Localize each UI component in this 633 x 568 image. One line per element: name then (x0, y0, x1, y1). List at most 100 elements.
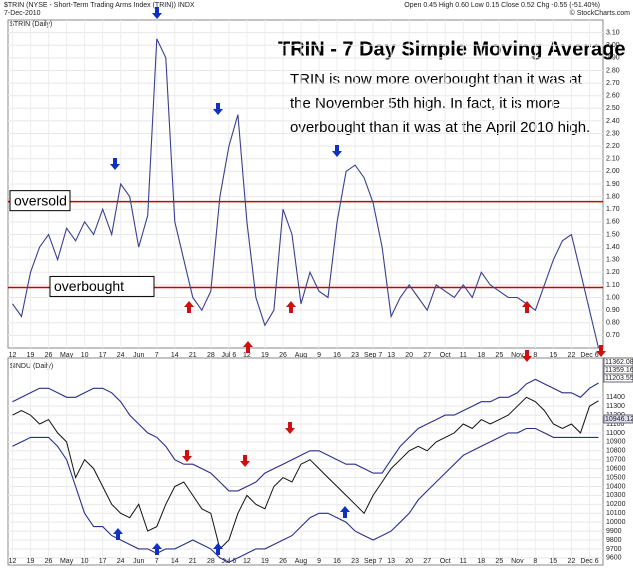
arrow (113, 528, 123, 540)
y-tick-label: 10200 (606, 501, 626, 508)
x-tick-label: 15 (550, 352, 558, 359)
panel-title: $INDU (Daily) (10, 363, 53, 370)
x-tick-label: 19 (261, 352, 269, 359)
y-tick-label: 2.70 (606, 80, 620, 87)
arrow (240, 455, 250, 467)
y-tick-label: 1.30 (606, 257, 620, 264)
x-tick-label: Oct (440, 352, 451, 359)
panel-title: $TRIN (Daily) (10, 21, 52, 28)
x-tick-label: Dec 6 (580, 352, 598, 359)
plot-area (7, 357, 604, 566)
x-tick-label: 21 (189, 558, 197, 565)
arrow (184, 301, 194, 313)
y-tick-label: 1.40 (606, 244, 620, 251)
source: © StockCharts.com (570, 9, 631, 17)
y-tick-label: 3.00 (606, 42, 620, 49)
y-tick-label: 10000 (606, 519, 626, 526)
x-tick-label: 27 (423, 558, 431, 565)
x-tick-label: 26 (45, 352, 53, 359)
y-tick-label: 10900 (606, 439, 626, 446)
x-tick-label: 23 (351, 558, 359, 565)
y-tick-label: 1.00 (606, 294, 620, 301)
price-label-box (603, 373, 633, 383)
x-tick-label: Sep 7 (364, 558, 382, 565)
note-line: overbought than it was at the April 2010… (290, 119, 590, 136)
y-tick-label: 2.00 (606, 168, 620, 175)
x-tick-label: 13 (387, 558, 395, 565)
x-tick-label: Aug (295, 558, 308, 565)
x-tick-label: 19 (27, 558, 35, 565)
level-label: overbought (54, 278, 124, 294)
y-tick-label: 2.60 (606, 93, 620, 100)
y-tick-label: 2.80 (606, 67, 620, 74)
arrow (243, 341, 253, 353)
x-tick-label: Sep 7 (364, 352, 382, 359)
arrow (182, 450, 192, 462)
x-tick-label: 15 (550, 558, 558, 565)
x-tick-label: 11 (460, 558, 467, 565)
x-tick-label: 27 (423, 352, 431, 359)
y-tick-label: 11100 (606, 421, 625, 428)
x-tick-label: 28 (207, 352, 215, 359)
x-tick-label: 19 (27, 352, 35, 359)
price-label: 11359.16 (605, 367, 633, 374)
y-tick-label: 2.90 (606, 55, 620, 62)
x-tick-label: 12 (243, 558, 251, 565)
series-line (12, 427, 599, 563)
series-line (12, 396, 599, 550)
x-tick-label: 9 (317, 352, 321, 359)
y-tick-label: 10300 (606, 492, 626, 499)
x-tick-label: 11 (460, 352, 467, 359)
y-tick-label: 1.70 (606, 206, 620, 213)
y-tick-label: 11300 (606, 403, 625, 410)
x-tick-label: 14 (171, 558, 179, 565)
x-tick-label: Dec 6 (580, 558, 598, 565)
x-tick-label: 7 (155, 352, 159, 359)
y-tick-label: 0.80 (606, 320, 620, 327)
x-tick-label: 25 (495, 352, 503, 359)
x-tick-label: 8 (533, 558, 537, 565)
date: 7-Dec-2010 (4, 10, 41, 17)
x-tick-label: 10 (81, 352, 89, 359)
x-tick-label: 14 (171, 352, 179, 359)
x-tick-label: 12 (9, 558, 17, 565)
x-tick-label: 24 (117, 558, 125, 565)
x-tick-label: Jul 6 (221, 558, 236, 565)
arrow (522, 301, 532, 313)
x-tick-label: 9 (317, 558, 321, 565)
y-tick-label: 1.10 (606, 282, 620, 289)
x-tick-label: 24 (117, 352, 125, 359)
y-tick-label: 10600 (606, 465, 626, 472)
x-tick-label: 23 (351, 352, 359, 359)
x-tick-label: 20 (405, 352, 413, 359)
x-tick-label: May (60, 558, 74, 565)
x-tick-label: 8 (533, 352, 537, 359)
y-tick-label: 3.10 (606, 29, 620, 36)
note-line: the November 5th high. In fact, it is mo… (290, 95, 560, 112)
arrow (152, 7, 162, 19)
quote: Open 0.45 High 0.60 Low 0.15 Close 0.52 … (404, 2, 600, 9)
arrow (332, 145, 342, 157)
y-tick-label: 0.90 (606, 307, 620, 314)
level-label-box (9, 190, 71, 212)
x-tick-label: 18 (477, 352, 485, 359)
x-tick-label: 19 (261, 558, 269, 565)
x-tick-label: 16 (333, 558, 341, 565)
arrow (110, 158, 120, 170)
y-tick-label: 2.10 (606, 156, 620, 163)
x-tick-label: 22 (568, 352, 576, 359)
y-tick-label: 1.80 (606, 193, 620, 200)
price-label: 11362.08 (605, 359, 633, 366)
x-tick-label: Jun (133, 352, 144, 359)
x-tick-label: Jun (133, 558, 144, 565)
y-tick-label: 9700 (606, 546, 622, 553)
x-tick-label: May (60, 352, 74, 359)
arrow (285, 422, 295, 434)
arrow (213, 543, 223, 555)
x-tick-label: 18 (477, 558, 485, 565)
y-tick-label: 11400 (606, 394, 625, 401)
headline: TRIN - 7 Day Simple Moving Average (278, 38, 626, 60)
y-tick-label: 10500 (606, 474, 626, 481)
y-tick-label: 9600 (606, 555, 622, 562)
